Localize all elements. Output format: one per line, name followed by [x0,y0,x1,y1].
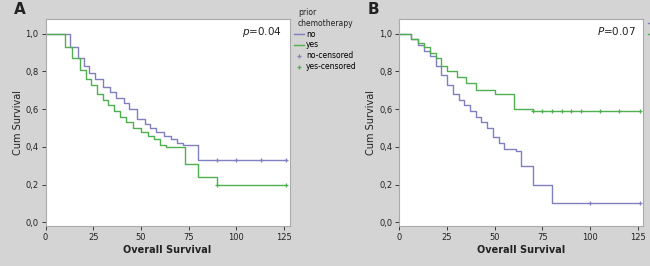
Y-axis label: Cum Survival: Cum Survival [12,90,23,155]
Text: B: B [368,2,380,17]
Legend: only first line, first und second lines, only first line-censored, first und sec: only first line, first und second lines,… [649,8,650,71]
Y-axis label: Cum Survival: Cum Survival [367,90,376,155]
Legend: no, yes, no-censored, yes-censored: no, yes, no-censored, yes-censored [294,8,357,71]
Text: A: A [14,2,25,17]
X-axis label: Overall Survival: Overall Survival [124,245,212,255]
Text: $\mathit{P}$=0.07: $\mathit{P}$=0.07 [597,25,636,37]
X-axis label: Overall Survival: Overall Survival [477,245,566,255]
Text: $\mathit{p}$=0.04: $\mathit{p}$=0.04 [242,25,282,39]
